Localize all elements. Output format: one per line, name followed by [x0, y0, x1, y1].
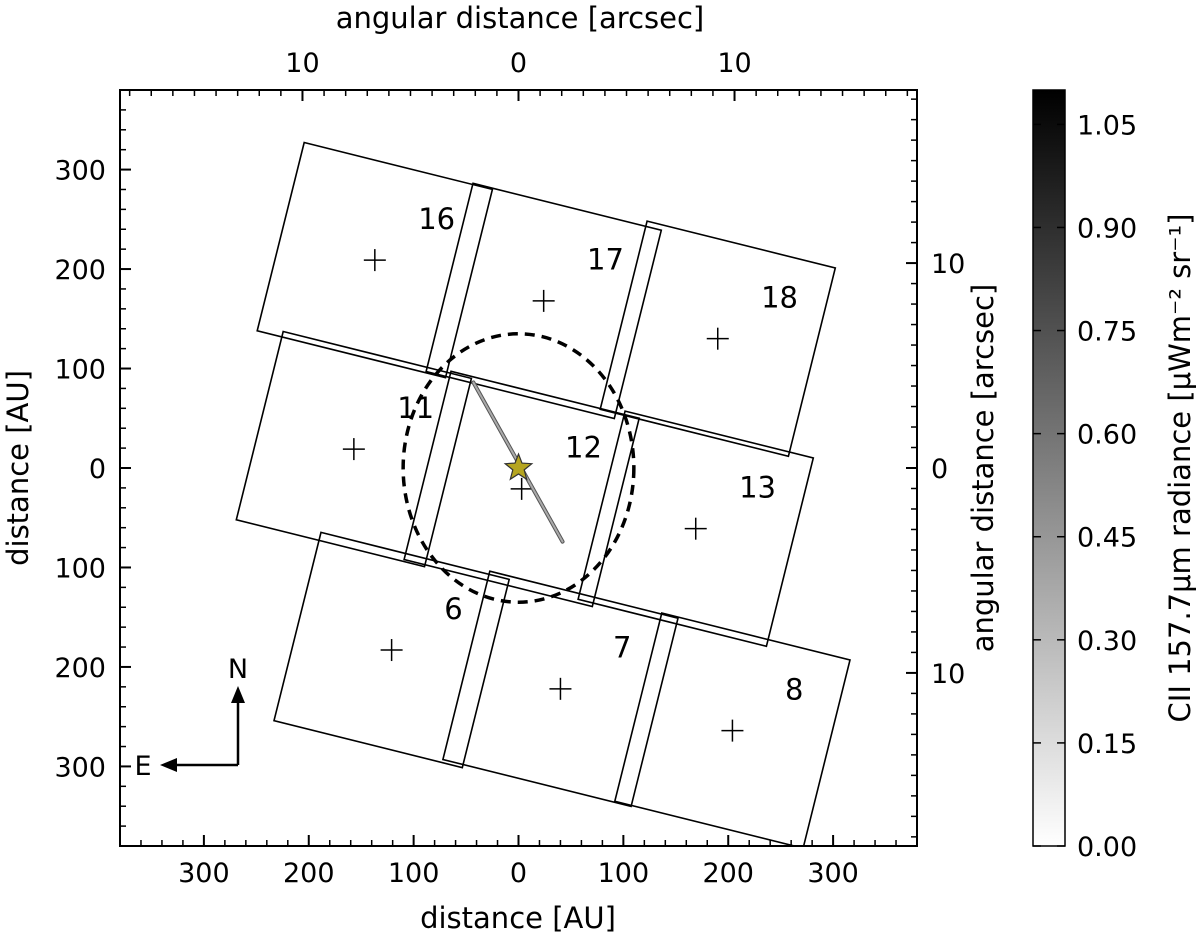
colorbar-label: CII 157.7μm radiance [μWm⁻² sr⁻¹]: [1163, 214, 1197, 723]
spaxel-outline: [235, 330, 473, 568]
compass-north-label: N: [228, 654, 248, 685]
spaxel-outline: [441, 570, 679, 808]
x-tick-label: 300: [807, 858, 859, 889]
spaxel-outline: [273, 531, 511, 769]
y-tick-label: 0: [89, 454, 106, 485]
spaxel-outline: [403, 370, 641, 608]
colorbar-tick-label: 0.15: [1077, 729, 1137, 760]
spaxel-outline: [613, 612, 851, 846]
y-tick-label: 200: [54, 255, 106, 286]
spaxel-label: 7: [613, 631, 631, 665]
colorbar-tick-label: 0.45: [1077, 523, 1137, 554]
y-tick-label: 100: [54, 355, 106, 386]
left-axis-label: distance [AU]: [1, 370, 35, 566]
spaxel-label: 18: [761, 280, 798, 314]
y-tick-label: 300: [54, 156, 106, 187]
x-tick-label: 100: [598, 858, 650, 889]
x-tick-label: 200: [283, 858, 335, 889]
compass-east-label: E: [134, 751, 151, 782]
top-axis-label: angular distance [arcsec]: [336, 1, 705, 35]
disk-ellipse: [401, 332, 636, 604]
colorbar-tick-label: 0.60: [1077, 420, 1137, 451]
colorbar: 0.00 0.15 0.30 0.45 0.60 0.75 0.90 1.05: [1032, 89, 1137, 863]
x-tick-label: 100: [388, 858, 440, 889]
spaxel-outline: [599, 220, 837, 458]
colorbar-tick-label: 0.75: [1077, 317, 1137, 348]
star-marker: [503, 452, 534, 481]
spaxel-label: 17: [587, 243, 624, 277]
x-tick-label: 200: [702, 858, 754, 889]
right-tick-label: 10: [931, 249, 965, 280]
colorbar-gradient: [1032, 89, 1066, 847]
top-tick-label: 10: [717, 48, 751, 79]
spaxel-label: 12: [565, 431, 602, 465]
spaxel-label: 11: [397, 391, 434, 425]
x-tick-label: 300: [178, 858, 230, 889]
bottom-axis-label: distance [AU]: [420, 901, 616, 935]
spaxel-label: 16: [418, 202, 455, 236]
y-tick-label: 300: [54, 752, 106, 783]
top-tick-label: 0: [510, 48, 527, 79]
y-tick-label: 100: [54, 553, 106, 584]
spaxel-label: 6: [444, 592, 462, 626]
compass-east-arrowhead: [160, 758, 177, 772]
right-tick-label: 0: [931, 454, 948, 485]
compass-north-arrowhead: [231, 686, 245, 703]
x-tick-label: 0: [510, 858, 527, 889]
spaxel-outline: [256, 141, 494, 379]
y-tick-label: 200: [54, 653, 106, 684]
right-tick-label: 10: [931, 659, 965, 690]
plot-content: 16 17 18 11 12 13 6 7 8: [235, 141, 851, 846]
right-axis-label: angular distance [arcsec]: [966, 284, 1000, 653]
spaxel-outline: [577, 410, 815, 648]
spaxel-label: 8: [785, 672, 803, 706]
colorbar-tick-label: 0.90: [1077, 213, 1137, 244]
top-tick-label: 10: [285, 48, 319, 79]
colorbar-tick-label: 0.00: [1077, 832, 1137, 863]
colorbar-tick-label: 0.30: [1077, 626, 1137, 657]
colorbar-tick-label: 1.05: [1077, 110, 1137, 141]
spaxel-outline: [425, 182, 663, 420]
spaxel-label: 13: [739, 470, 776, 504]
